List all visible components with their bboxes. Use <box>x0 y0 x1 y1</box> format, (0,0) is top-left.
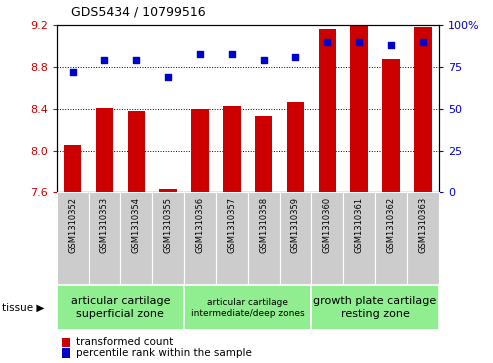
Point <box>101 58 108 64</box>
Bar <box>343 192 375 285</box>
Bar <box>407 192 439 285</box>
Text: percentile rank within the sample: percentile rank within the sample <box>76 348 252 358</box>
Point <box>260 58 268 64</box>
Point <box>69 69 76 75</box>
Text: transformed count: transformed count <box>76 337 174 347</box>
Bar <box>57 192 89 285</box>
Bar <box>184 285 312 330</box>
Point <box>132 58 140 64</box>
Point <box>196 51 204 57</box>
Bar <box>382 59 400 192</box>
Bar <box>216 192 247 285</box>
Text: GSM1310355: GSM1310355 <box>164 197 173 253</box>
Text: GSM1310359: GSM1310359 <box>291 197 300 253</box>
Point <box>164 74 172 80</box>
Bar <box>414 28 431 192</box>
Bar <box>184 192 216 285</box>
Text: GSM1310357: GSM1310357 <box>227 197 236 253</box>
Text: GSM1310353: GSM1310353 <box>100 197 109 253</box>
Bar <box>120 192 152 285</box>
Text: articular cartilage
superficial zone: articular cartilage superficial zone <box>70 297 170 319</box>
Bar <box>191 109 209 192</box>
Bar <box>318 29 336 192</box>
Text: GSM1310362: GSM1310362 <box>387 197 395 253</box>
Bar <box>375 192 407 285</box>
Text: GSM1310363: GSM1310363 <box>419 197 427 253</box>
Text: GSM1310361: GSM1310361 <box>354 197 364 253</box>
Text: GSM1310358: GSM1310358 <box>259 197 268 253</box>
Point <box>355 39 363 45</box>
Text: GSM1310354: GSM1310354 <box>132 197 141 253</box>
Bar <box>255 116 273 192</box>
Bar <box>89 192 120 285</box>
Bar <box>152 192 184 285</box>
Bar <box>312 285 439 330</box>
Bar <box>64 146 81 192</box>
Bar <box>287 102 304 192</box>
Bar <box>280 192 312 285</box>
Bar <box>223 106 241 192</box>
Text: GSM1310356: GSM1310356 <box>195 197 205 253</box>
Text: GDS5434 / 10799516: GDS5434 / 10799516 <box>71 5 206 18</box>
Text: GSM1310352: GSM1310352 <box>68 197 77 253</box>
Point <box>228 51 236 57</box>
Point <box>419 39 427 45</box>
Bar <box>351 25 368 192</box>
Text: articular cartilage
intermediate/deep zones: articular cartilage intermediate/deep zo… <box>191 298 305 318</box>
Text: GSM1310360: GSM1310360 <box>323 197 332 253</box>
Bar <box>247 192 280 285</box>
Bar <box>312 192 343 285</box>
Point <box>323 39 331 45</box>
Point <box>291 54 299 60</box>
Bar <box>128 111 145 192</box>
Point <box>387 42 395 48</box>
Bar <box>159 189 177 192</box>
Bar <box>96 108 113 192</box>
Text: tissue ▶: tissue ▶ <box>2 303 45 313</box>
Bar <box>57 285 184 330</box>
Text: growth plate cartilage
resting zone: growth plate cartilage resting zone <box>314 297 437 319</box>
